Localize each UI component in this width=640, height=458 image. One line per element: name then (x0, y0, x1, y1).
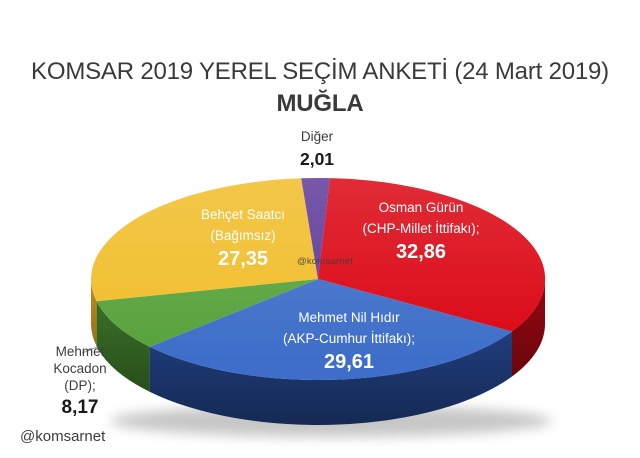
slice-label-mehmet-kocadon: Mehmet Kocadon (DP); 8,17 (34, 344, 126, 418)
slice-label-osman-gurun-party: (CHP-Millet İttifakı); (362, 220, 480, 236)
watermark-center: @komsarnet (297, 256, 353, 267)
pie-slice-top-0 (318, 178, 546, 332)
pie-slice-side-3 (91, 279, 97, 347)
slice-label-mehmet-kocadon-value: 8,17 (61, 396, 99, 418)
slice-label-mehmet-kocadon-name: Mehmet Kocadon (53, 344, 107, 376)
pie-slice-side-0 (512, 279, 545, 377)
pie-slice-top-2 (96, 279, 318, 347)
pie-slice-side-2 (96, 301, 150, 392)
chart-title: KOMSAR 2019 YEREL SEÇİM ANKETİ (24 Mart … (0, 57, 640, 119)
pie-slice-top-3 (91, 178, 318, 302)
slice-label-mehmet-nil-hidir-value: 29,61 (323, 350, 375, 373)
slice-label-mehmet-nil-hidir: Mehmet Nil Hıdır (AKP-Cumhur İttifakı); … (283, 308, 415, 374)
slice-label-osman-gurun-value: 32,86 (395, 240, 447, 263)
slice-label-osman-gurun-name: Osman Gürün (378, 200, 464, 215)
slice-label-behcet-saatci: Behçet Saatcı (Bağımsız) 27,35 (201, 205, 285, 271)
watermark-bottom: @komsarnet (20, 428, 106, 445)
pie-slice-side-1 (149, 331, 512, 426)
slice-label-mehmet-nil-hidir-name: Mehmet Nil Hıdır (298, 310, 400, 325)
slice-label-mehmet-nil-hidir-party: (AKP-Cumhur İttifakı); (282, 330, 416, 346)
pie-slice-top-4 (301, 177, 330, 279)
slice-label-behcet-saatci-value: 27,35 (217, 247, 269, 270)
slice-label-behcet-saatci-party: (Bağımsız) (210, 227, 276, 243)
slice-label-osman-gurun: Osman Gürün (CHP-Millet İttifakı); 32,86 (362, 198, 479, 264)
pie-slice-top-1 (149, 279, 512, 381)
chart-title-city: MUĞLA (276, 90, 364, 117)
chart-title-line1: KOMSAR 2019 YEREL SEÇİM ANKETİ (24 Mart … (31, 58, 609, 85)
slice-label-behcet-saatci-name: Behçet Saatcı (200, 207, 286, 222)
slice-label-diger: Diğer 2,01 (300, 127, 334, 169)
slice-label-mehmet-kocadon-party: (DP); (64, 377, 96, 393)
slice-label-diger-name: Diğer (300, 129, 334, 144)
slice-label-diger-value: 2,01 (299, 148, 335, 169)
